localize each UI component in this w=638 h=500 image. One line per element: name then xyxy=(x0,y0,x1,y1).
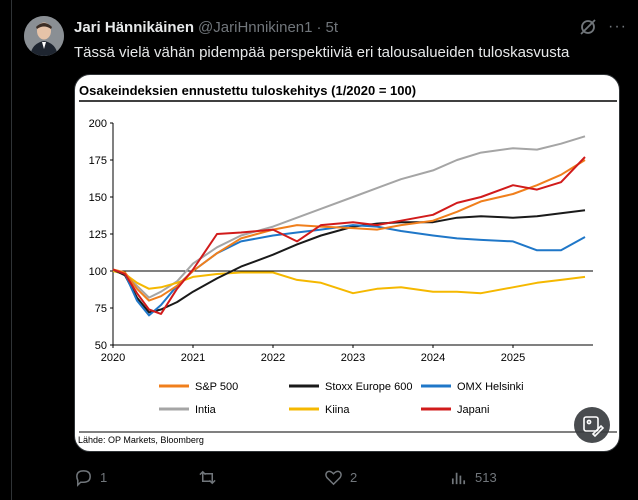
views-count: 513 xyxy=(475,469,497,485)
avatar[interactable] xyxy=(24,16,64,56)
legend-label: Kiina xyxy=(325,404,350,416)
source-note: Lähde: OP Markets, Bloomberg xyxy=(78,435,204,445)
grok-icon[interactable] xyxy=(578,17,598,37)
views-icon xyxy=(451,472,466,484)
series-line-intia xyxy=(112,135,586,299)
x-tick-label: 2021 xyxy=(181,352,205,364)
y-tick-label: 200 xyxy=(89,118,107,130)
reply-count: 1 xyxy=(100,469,108,485)
edit-image-icon[interactable] xyxy=(574,407,610,443)
y-tick-label: 175 xyxy=(89,155,107,167)
left-rail-border xyxy=(0,0,12,500)
author-handle[interactable]: @JariHnnikinen1 xyxy=(198,18,313,36)
author-name[interactable]: Jari Hännikäinen xyxy=(74,18,195,36)
earnings-line-chart: 50 75 100 125 150 175 200 2020 2021 2022 2023 2024 2… xyxy=(79,100,617,433)
y-tick-label: 50 xyxy=(95,340,107,352)
legend-label: S&P 500 xyxy=(195,381,238,393)
y-tick-label: 75 xyxy=(95,303,107,315)
separator-dot: · xyxy=(316,18,322,36)
retweet-button[interactable] xyxy=(198,466,224,488)
tweet-header: Jari Hännikäinen @JariHnnikinen1 · 5t xyxy=(74,16,338,38)
reply-button[interactable]: 1 xyxy=(74,466,107,488)
series-line-japani xyxy=(112,156,586,315)
y-tick-label: 100 xyxy=(89,266,107,278)
like-count: 2 xyxy=(350,469,358,485)
legend-label: OMX Helsinki xyxy=(457,381,524,393)
x-tick-label: 2020 xyxy=(101,352,125,364)
timestamp[interactable]: 5t xyxy=(325,18,339,36)
x-tick-label: 2024 xyxy=(421,352,445,364)
like-icon xyxy=(325,470,342,485)
y-tick-label: 150 xyxy=(89,192,107,204)
legend-label: Intia xyxy=(195,404,217,416)
x-tick-label: 2022 xyxy=(261,352,285,364)
y-tick-label: 125 xyxy=(89,229,107,241)
chart-title: Osakeindeksien ennustettu tuloskehitys (… xyxy=(79,83,417,98)
x-tick-label: 2025 xyxy=(501,352,525,364)
more-icon[interactable]: ··· xyxy=(608,18,627,35)
series-line-s-p-500 xyxy=(112,159,586,302)
tweet-text: Tässä vielä vähän pidempää perspektiiviä… xyxy=(74,44,570,61)
like-button[interactable]: 2 xyxy=(324,466,357,488)
action-bar: 1 2 513 xyxy=(74,466,624,488)
reply-icon xyxy=(76,469,91,487)
legend-label: Stoxx Europe 600 xyxy=(325,381,412,393)
x-tick-label: 2023 xyxy=(341,352,365,364)
retweet-icon xyxy=(199,470,216,484)
legend-label: Japani xyxy=(457,404,489,416)
series-line-kiina xyxy=(112,270,586,295)
series-line-omx-helsinki xyxy=(112,224,586,317)
views-button[interactable]: 513 xyxy=(449,466,497,488)
tweet-image[interactable]: 50 75 100 125 150 175 200 2020 2021 2022 2023 2024 2… xyxy=(74,74,620,452)
